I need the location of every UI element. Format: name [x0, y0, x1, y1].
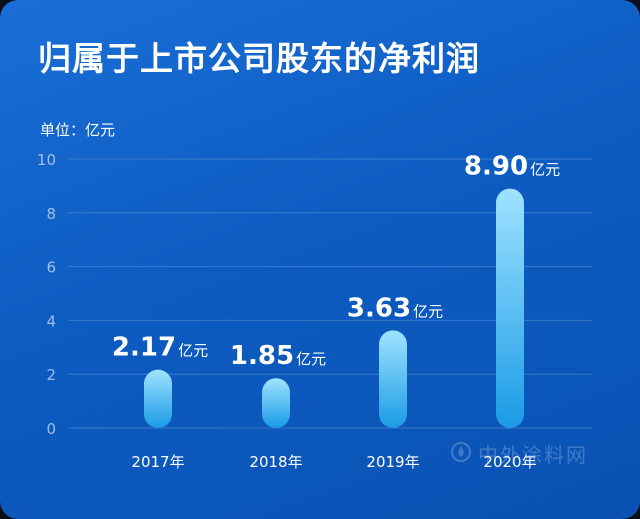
data-label-value: 3.63 [347, 293, 411, 323]
bar [496, 188, 524, 428]
y-tick-label: 8 [46, 205, 56, 223]
watermark-text: 中外涂料网 [478, 443, 588, 467]
x-tick-label: 2017年 [131, 453, 184, 471]
chart-title: 归属于上市公司股东的净利润 [38, 39, 480, 78]
y-tick-label: 10 [37, 151, 56, 169]
data-label-unit: 亿元 [178, 342, 208, 360]
bar [144, 369, 172, 428]
bar [379, 330, 407, 428]
data-label: 8.90 亿元 [464, 152, 560, 182]
x-tick-label: 2020年 [483, 453, 536, 471]
y-tick-label: 4 [46, 312, 56, 330]
data-label: 1.85 亿元 [230, 341, 326, 371]
y-tick-label: 6 [46, 259, 56, 277]
data-label-value: 8.90 [464, 152, 528, 182]
data-label-value: 2.17 [112, 333, 176, 363]
data-label-unit: 亿元 [530, 161, 560, 179]
data-label: 2.17 亿元 [112, 333, 208, 363]
data-label: 3.63 亿元 [347, 293, 443, 323]
x-tick-label: 2019年 [366, 453, 419, 471]
data-label-value: 1.85 [230, 341, 294, 371]
unit-label: 单位：亿元 [40, 121, 116, 139]
y-tick-label: 2 [46, 366, 56, 384]
data-label-unit: 亿元 [296, 350, 326, 368]
y-tick-label: 0 [46, 420, 56, 438]
bar [262, 378, 290, 428]
drop-logo-icon [451, 442, 471, 462]
data-label-unit: 亿元 [413, 302, 443, 320]
x-tick-label: 2018年 [249, 453, 302, 471]
